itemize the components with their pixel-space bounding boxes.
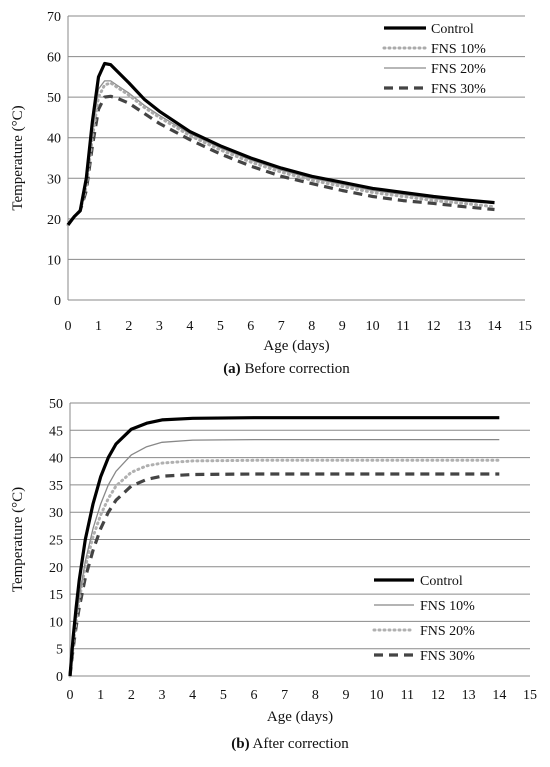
legend-label: FNS 30% [431,82,486,97]
y-tick-label: 10 [49,615,63,630]
y-tick-label: 15 [49,588,63,603]
x-tick-label: 9 [343,688,350,703]
y-tick-label: 30 [49,506,63,521]
y-tick-label: 35 [49,479,63,494]
legend-label: Control [420,574,463,589]
series-line-fns-10- [69,438,500,677]
legend: Control FNS 10% FNS 20% FNS 30% [372,574,475,664]
legend-label: FNS 10% [431,42,486,57]
legend-label: Control [431,22,474,37]
figure-caption: (b) After correction [231,736,349,752]
x-tick-label: 1 [95,319,102,334]
y-tick-label: 60 [47,51,61,66]
y-tick-label: 20 [47,213,61,228]
x-axis-title: Age (days) [263,338,329,354]
legend-label: FNS 30% [420,649,475,664]
x-axis-title: Age (days) [267,709,333,725]
x-tick-label: 0 [65,319,72,334]
x-tick-label: 9 [339,319,346,334]
x-tick-label: 11 [401,688,414,703]
figure-caption: (a) Before correction [223,361,350,377]
y-tick-label: 45 [49,424,63,439]
x-tick-label: 2 [128,688,135,703]
legend-label: FNS 10% [420,599,475,614]
y-tick-label: 5 [56,643,63,658]
x-tick-label: 2 [125,319,132,334]
x-tick-label: 4 [189,688,196,703]
y-tick-label: 20 [49,561,63,576]
series-line-fns-30- [66,94,495,226]
x-tick-label: 15 [523,688,537,703]
x-tick-label: 13 [462,688,476,703]
x-tick-label: 11 [396,319,409,334]
y-tick-label: 25 [49,534,63,549]
y-tick-label: 50 [49,397,63,412]
x-tick-label: 10 [370,688,384,703]
caption-label: (b) [231,736,249,752]
caption-text: Before correction [241,361,351,377]
x-tick-label: 12 [431,688,445,703]
x-tick-label: 3 [159,688,166,703]
legend: Control FNS 10% FNS 20% FNS 30% [382,22,486,97]
caption-text: After correction [250,736,350,752]
x-tick-label: 10 [366,319,380,334]
series-line-control [68,416,500,677]
x-tick-label: 6 [247,319,254,334]
series-line-control [66,61,495,226]
y-tick-label: 40 [47,132,61,147]
x-tick-label: 3 [156,319,163,334]
x-tick-label: 4 [186,319,193,334]
x-tick-label: 7 [281,688,288,703]
x-tick-label: 14 [492,688,506,703]
x-tick-label: 14 [488,319,502,334]
y-axis-title: Temperature (°C) [10,487,26,592]
x-tick-label: 6 [251,688,258,703]
x-tick-label: 5 [220,688,227,703]
y-tick-label: 70 [47,10,61,25]
legend-label: FNS 20% [431,62,486,77]
x-tick-label: 13 [457,319,471,334]
x-tick-label: 0 [67,688,74,703]
y-tick-label: 30 [47,172,61,187]
y-tick-label: 0 [56,670,63,685]
x-tick-label: 7 [278,319,285,334]
series-line-fns-20- [68,458,501,678]
x-tick-label: 8 [312,688,319,703]
y-axis-title: Temperature (°C) [10,105,26,210]
y-tick-label: 40 [49,452,63,467]
x-tick-label: 5 [217,319,224,334]
y-tick-label: 50 [47,91,61,106]
legend-label: FNS 20% [420,624,475,639]
y-tick-label: 0 [54,294,61,309]
x-tick-label: 15 [518,319,532,334]
x-tick-label: 12 [427,319,441,334]
y-tick-label: 10 [47,253,61,268]
x-tick-label: 8 [308,319,315,334]
x-tick-label: 1 [97,688,104,703]
caption-label: (a) [223,361,241,377]
